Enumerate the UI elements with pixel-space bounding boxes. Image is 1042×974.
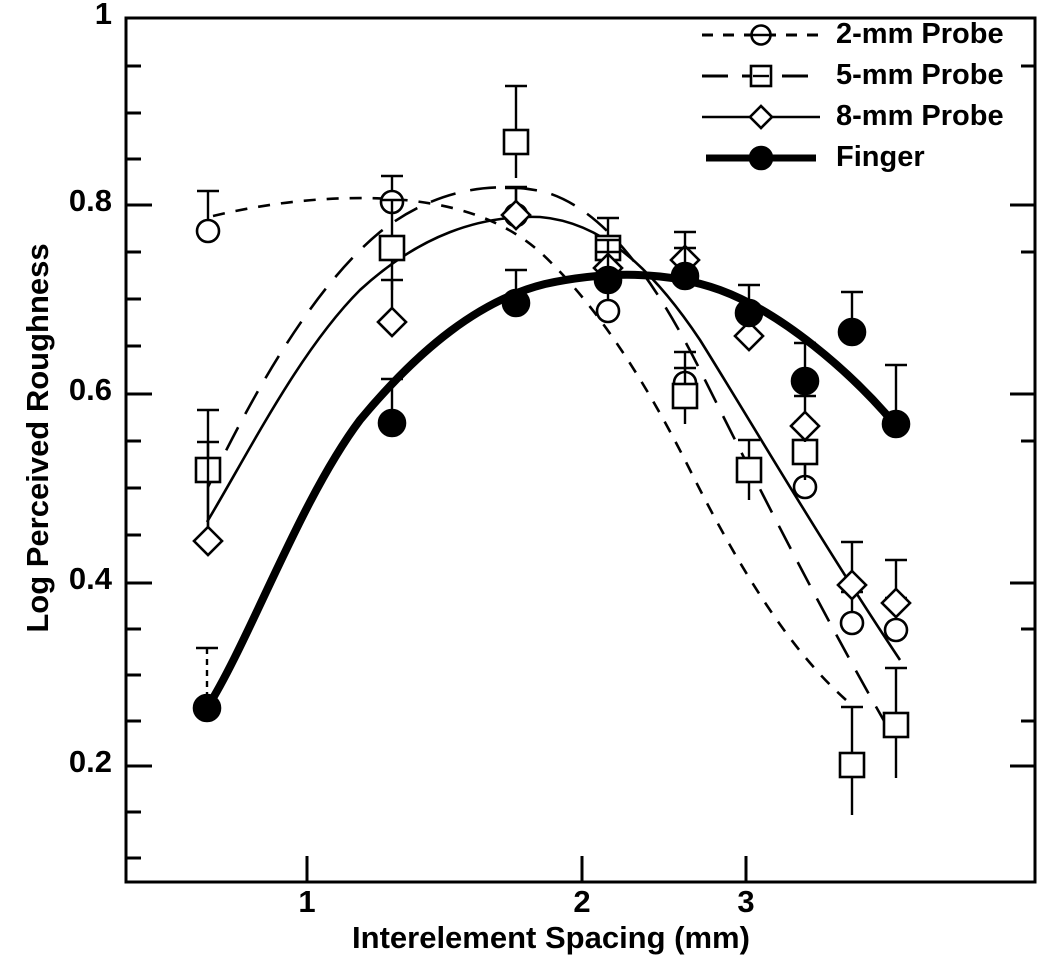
fit-curve-8mm-probe <box>205 215 902 661</box>
data-point <box>195 189 221 244</box>
data-point <box>734 283 764 328</box>
legend: 2-mm Probe 5-mm Probe 8-mm Probe <box>700 14 1030 178</box>
legend-key-finger <box>700 145 822 171</box>
y-tick-label-1: 1 <box>94 0 112 31</box>
legend-key-2mm-probe <box>700 22 822 48</box>
y-tick-label-02: 0.2 <box>68 744 112 779</box>
legend-label-2mm-probe: 2-mm Probe <box>836 18 1004 50</box>
plot-frame <box>124 16 1037 884</box>
series-finger <box>192 246 911 723</box>
data-point <box>836 540 868 601</box>
data-point <box>838 705 866 815</box>
data-point <box>192 440 224 557</box>
legend-label-8mm-probe: 8-mm Probe <box>836 100 1004 132</box>
x-axis-major-ticks <box>305 856 748 882</box>
legend-label-5mm-probe: 5-mm Probe <box>836 59 1004 91</box>
data-point <box>502 84 530 178</box>
legend-key-5mm-probe <box>700 63 822 89</box>
y-tick-label-06: 0.6 <box>68 372 112 407</box>
x-axis-title: Interelement Spacing (mm) <box>352 920 750 955</box>
x-tick-label-2: 2 <box>573 884 591 919</box>
data-point <box>593 250 623 295</box>
series-2mm-probe <box>195 174 909 643</box>
y-axis-minor-ticks <box>126 64 141 860</box>
data-point <box>500 186 532 231</box>
data-point <box>790 341 820 396</box>
data-point <box>881 363 911 439</box>
y-tick-label-04: 0.4 <box>68 561 112 596</box>
series-8mm-probe <box>192 186 912 619</box>
fit-curve-2mm-probe <box>212 196 847 701</box>
x-tick-label-1: 1 <box>298 884 316 919</box>
y-axis-major-ticks <box>126 203 152 768</box>
legend-label-finger: Finger <box>836 141 925 173</box>
data-point <box>671 366 699 424</box>
data-point <box>378 198 406 290</box>
right-axis-ticks <box>1010 64 1035 768</box>
data-point <box>377 377 407 438</box>
y-tick-label-08: 0.8 <box>68 183 112 218</box>
data-point <box>670 246 700 291</box>
data-point <box>376 278 408 338</box>
legend-item-finger: Finger <box>700 137 1030 178</box>
legend-item-5mm-probe: 5-mm Probe <box>700 55 1030 96</box>
data-point <box>192 646 222 723</box>
legend-key-8mm-probe <box>700 103 822 130</box>
legend-item-2mm-probe: 2-mm Probe <box>700 14 1030 55</box>
data-point <box>789 394 821 442</box>
legend-item-8mm-probe: 8-mm Probe <box>700 96 1030 137</box>
data-point <box>882 666 910 778</box>
data-point <box>501 268 531 318</box>
data-point <box>837 290 867 347</box>
series-5mm-probe <box>194 84 910 815</box>
data-point <box>880 558 912 619</box>
x-tick-label-3: 3 <box>737 884 755 919</box>
fit-curve-finger <box>203 270 902 711</box>
data-point <box>735 438 763 500</box>
fit-curve-5mm-probe <box>206 186 897 741</box>
